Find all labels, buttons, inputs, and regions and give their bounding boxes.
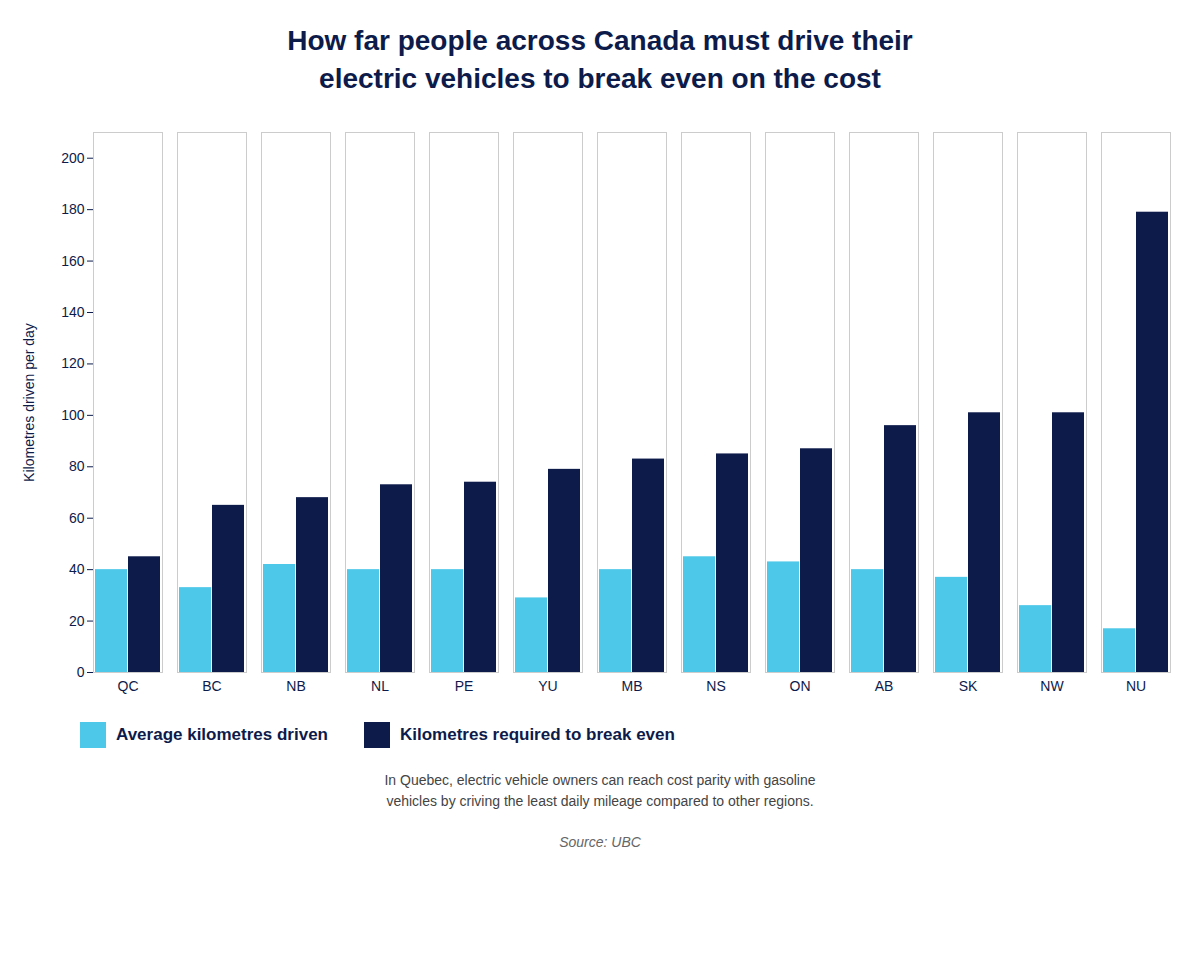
svg-text:NS: NS xyxy=(706,678,725,694)
svg-text:BC: BC xyxy=(202,678,221,694)
svg-text:NW: NW xyxy=(1040,678,1064,694)
svg-text:NL: NL xyxy=(371,678,389,694)
html-text:vehicles by criving the least: vehicles by criving the least daily mile… xyxy=(386,792,814,809)
svg-text:Kilometres driven per day: Kilometres driven per day xyxy=(21,323,37,482)
svg-text:NB: NB xyxy=(286,678,305,694)
html-text:In Quebec, electric vehicle ow: In Quebec, electric vehicle owners can r… xyxy=(384,771,816,788)
svg-text:40: 40 xyxy=(69,561,85,577)
svg-text:YU: YU xyxy=(538,678,557,694)
svg-text:MB: MB xyxy=(622,678,643,694)
html-text:Source: UBC: Source: UBC xyxy=(559,833,641,850)
svg-text:60: 60 xyxy=(69,509,85,525)
svg-text:SK: SK xyxy=(959,678,978,694)
svg-text:ON: ON xyxy=(790,678,811,694)
svg-text:160: 160 xyxy=(61,252,85,268)
svg-text:180: 180 xyxy=(61,201,85,217)
html-text:electric vehicles to break eve: electric vehicles to break even on the c… xyxy=(319,62,881,94)
svg-text:140: 140 xyxy=(61,304,85,320)
html-text:How far people across Canada m: How far people across Canada must drive … xyxy=(287,25,913,56)
svg-text:AB: AB xyxy=(875,678,894,694)
svg-text:200: 200 xyxy=(61,149,85,165)
html-text:Kilometres required to break e: Kilometres required to break even xyxy=(400,724,675,744)
svg-text:20: 20 xyxy=(69,612,85,628)
svg-text:100: 100 xyxy=(61,406,85,422)
svg-text:120: 120 xyxy=(61,355,85,371)
svg-text:80: 80 xyxy=(69,458,85,474)
svg-text:PE: PE xyxy=(455,678,474,694)
svg-text:NU: NU xyxy=(1126,678,1146,694)
svg-text:QC: QC xyxy=(118,678,139,694)
svg-text:0: 0 xyxy=(77,664,85,680)
html-text:Average kilometres driven: Average kilometres driven xyxy=(116,724,328,744)
